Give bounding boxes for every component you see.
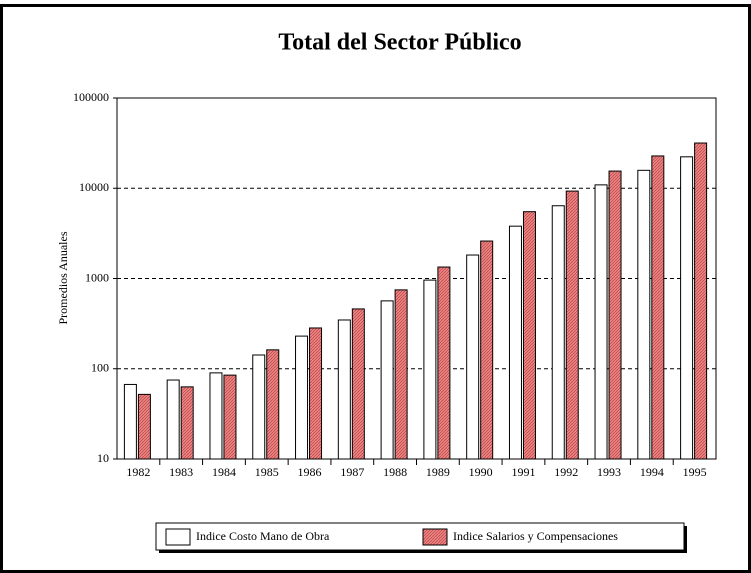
x-tick-label: 1994	[640, 465, 664, 479]
bar	[209, 372, 223, 460]
x-tick-label: 1989	[426, 465, 450, 479]
plot-area	[116, 97, 717, 460]
bar	[423, 279, 437, 460]
bar	[166, 379, 180, 460]
x-tick-label: 1995	[683, 465, 707, 479]
x-tick-label: 1982	[126, 465, 150, 479]
bar	[252, 354, 266, 460]
x-tick-label: 1993	[597, 465, 621, 479]
x-tick-label: 1988	[383, 465, 407, 479]
y-tick-label: 1000	[85, 270, 109, 284]
x-tick-label: 1983	[169, 465, 193, 479]
y-tick-label: 100	[91, 361, 109, 375]
bar	[608, 170, 622, 460]
bar	[480, 240, 494, 460]
bar	[437, 266, 451, 460]
legend-label: Indice Costo Mano de Obra	[196, 529, 330, 543]
y-tick-label: 10000	[79, 180, 109, 194]
bar	[551, 205, 565, 460]
x-tick-label: 1986	[298, 465, 322, 479]
bar	[466, 254, 480, 460]
legend-box	[155, 522, 685, 551]
bar	[123, 383, 137, 460]
y-axis-label: Promedios Anuales	[56, 231, 70, 324]
bar	[594, 184, 608, 460]
bar	[508, 225, 522, 460]
y-tick-label: 10	[97, 451, 109, 465]
bar	[266, 349, 280, 460]
bar	[380, 300, 394, 460]
bar	[223, 374, 237, 460]
bar	[337, 319, 351, 460]
x-tick-label: 1984	[212, 465, 236, 479]
bar	[522, 211, 536, 460]
bar	[394, 289, 408, 460]
bar	[137, 393, 151, 460]
x-tick-label: 1992	[554, 465, 578, 479]
x-tick-label: 1987	[340, 465, 364, 479]
legend-shadow	[684, 526, 687, 553]
bar	[309, 327, 323, 460]
x-tick-label: 1990	[469, 465, 493, 479]
legend-shadow	[159, 550, 687, 553]
bar	[565, 190, 579, 460]
y-tick-label: 100000	[73, 90, 109, 104]
frame	[0, 4, 751, 573]
legend-label: Indice Salarios y Compensaciones	[453, 529, 618, 543]
bar	[180, 386, 194, 460]
chart-title: Total del Sector Público	[278, 30, 521, 56]
bar	[680, 156, 694, 460]
bar	[651, 155, 665, 460]
x-tick-label: 1985	[255, 465, 279, 479]
bar	[637, 169, 651, 460]
bar	[351, 308, 365, 460]
bar	[295, 335, 309, 460]
x-tick-label: 1991	[511, 465, 535, 479]
legend-swatch	[422, 528, 448, 546]
bar	[694, 142, 708, 460]
legend-swatch	[165, 528, 191, 546]
